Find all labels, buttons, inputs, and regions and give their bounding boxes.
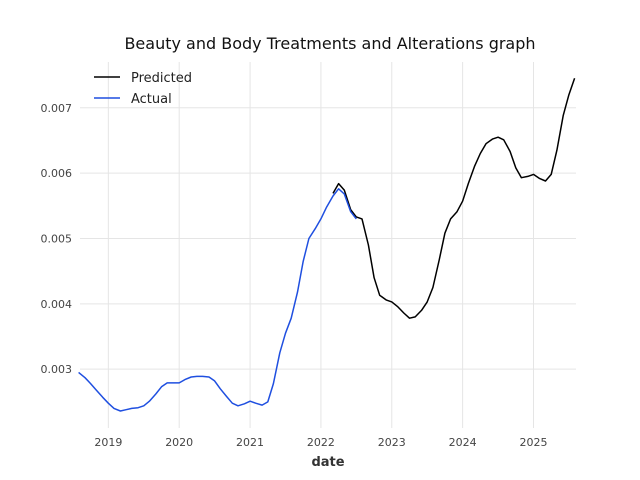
x-tick-label: 2024 xyxy=(449,436,477,449)
x-tick-label: 2022 xyxy=(307,436,335,449)
y-tick-label: 0.003 xyxy=(41,363,73,376)
series-lines xyxy=(78,78,576,412)
chart-title: Beauty and Body Treatments and Alteratio… xyxy=(124,34,535,53)
grid-lines xyxy=(80,62,576,428)
x-tick-label: 2019 xyxy=(94,436,122,449)
y-tick-label: 0.005 xyxy=(41,232,73,245)
series-line-actual xyxy=(78,188,357,412)
x-axis-ticks: 2019 2020 2021 2022 2023 2024 2025 xyxy=(94,436,547,449)
x-tick-label: 2023 xyxy=(378,436,406,449)
y-axis-ticks: 0.003 0.004 0.005 0.006 0.007 xyxy=(41,102,73,376)
x-tick-label: 2025 xyxy=(519,436,547,449)
legend-label-predicted: Predicted xyxy=(131,71,192,86)
y-tick-label: 0.006 xyxy=(41,167,73,180)
legend-label-actual: Actual xyxy=(131,92,172,107)
y-tick-label: 0.007 xyxy=(41,102,73,115)
x-axis-label: date xyxy=(311,455,344,470)
x-tick-label: 2020 xyxy=(165,436,193,449)
legend: Predicted Actual xyxy=(94,71,192,107)
x-tick-label: 2021 xyxy=(236,436,264,449)
series-line-predicted xyxy=(332,78,576,319)
y-tick-label: 0.004 xyxy=(41,298,73,311)
